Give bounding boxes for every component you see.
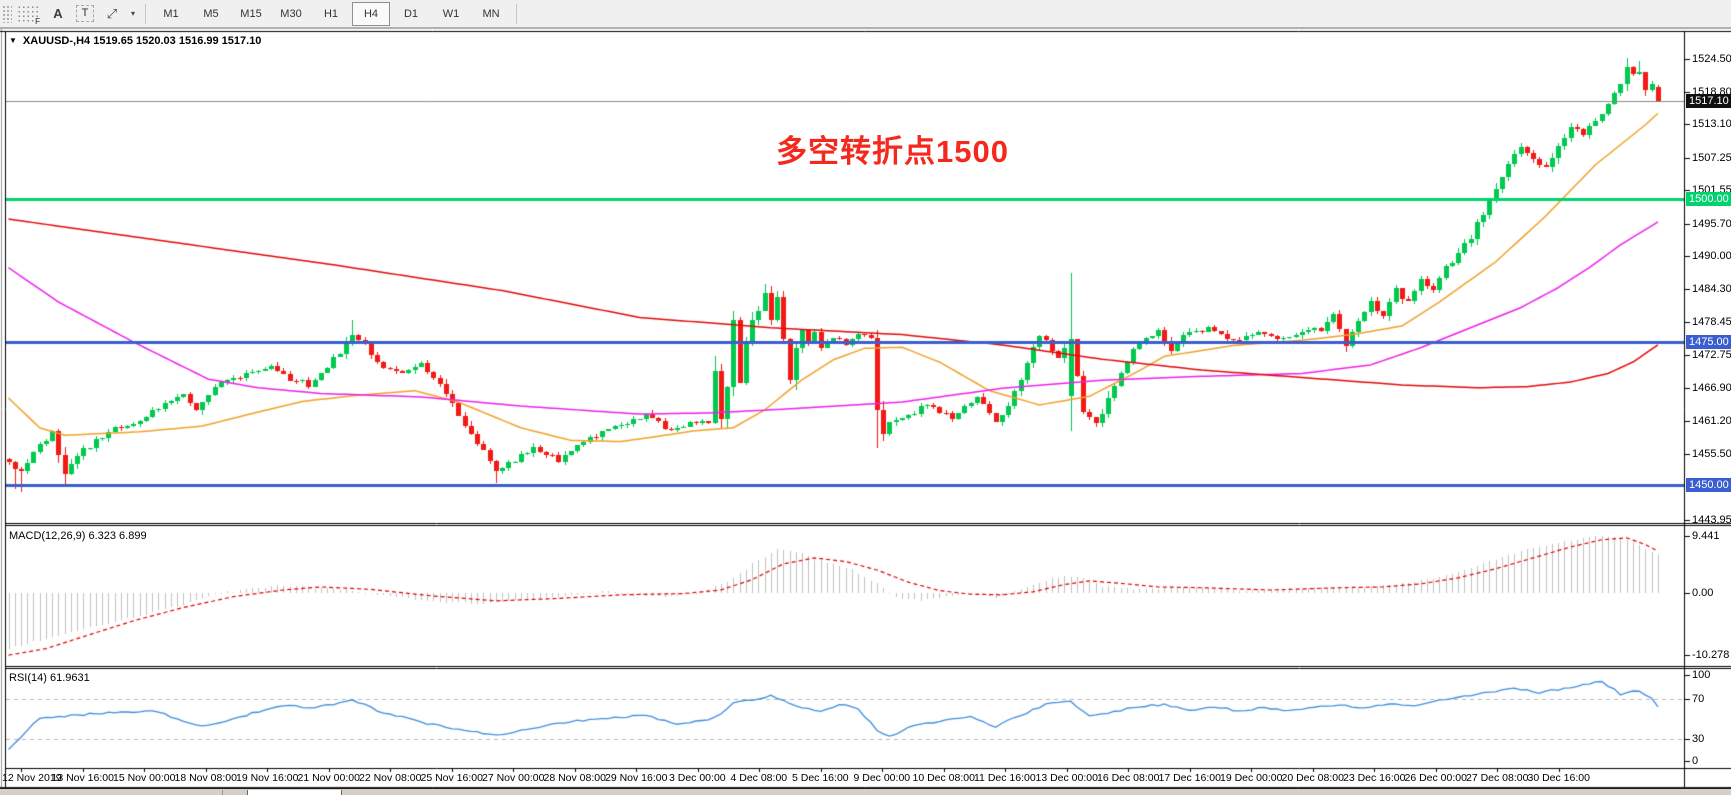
price-tick-label: 1484.30 xyxy=(1692,282,1731,295)
macd-indicator-label: MACD(12,26,9) 6.323 6.899 xyxy=(9,530,147,542)
chart-tab-active[interactable] xyxy=(247,790,342,795)
time-tick-label: 19 Nov 16:00 xyxy=(236,772,299,784)
price-tick-label: 1461.20 xyxy=(1692,414,1731,427)
time-tick-label: 13 Dec 00:00 xyxy=(1035,772,1098,784)
price-box-level-1475: 1475.00 xyxy=(1686,335,1731,349)
price-tick-label: 1524.50 xyxy=(1692,53,1731,65)
rsi-scale-label: 100 xyxy=(1692,669,1711,681)
time-tick-label: 29 Nov 16:00 xyxy=(605,772,668,784)
price-tick-label: 1478.45 xyxy=(1692,316,1731,329)
price-tick-label: 1513.10 xyxy=(1692,118,1731,131)
time-tick-label: 9 Dec 00:00 xyxy=(853,772,911,784)
rsi-scale-label: 0 xyxy=(1692,755,1699,767)
time-tick-label: 27 Dec 08:00 xyxy=(1466,772,1529,784)
time-tick-label: 11 Dec 16:00 xyxy=(974,772,1036,784)
price-tick-label: 1443.95 xyxy=(1692,513,1731,526)
time-tick-label: 15 Nov 00:00 xyxy=(113,772,176,784)
price-tick-label: 1472.75 xyxy=(1692,348,1731,361)
rsi-scale-label: 30 xyxy=(1692,732,1705,745)
time-tick-label: 3 Dec 00:00 xyxy=(669,772,726,784)
price-tick-label: 1507.25 xyxy=(1692,151,1731,164)
tabs-bar-divider xyxy=(222,790,223,795)
time-tick-label: 26 Dec 00:00 xyxy=(1404,772,1467,784)
time-tick-label: 17 Dec 16:00 xyxy=(1158,772,1221,784)
time-tick-label: 5 Dec 16:00 xyxy=(792,772,849,784)
price-box-current-price: 1517.10 xyxy=(1686,94,1731,108)
time-tick-label: 12 Nov 2019 xyxy=(2,772,62,784)
time-tick-label: 19 Dec 00:00 xyxy=(1220,772,1283,784)
time-tick-label: 27 Nov 00:00 xyxy=(482,772,545,784)
price-tick-label: 1455.50 xyxy=(1692,447,1731,460)
time-tick-label: 21 Nov 00:00 xyxy=(297,772,360,784)
symbol-ohlc-line: ▼ XAUUSD-,H4 1519.65 1520.03 1516.99 151… xyxy=(9,35,261,47)
time-tick-label: 22 Nov 08:00 xyxy=(359,772,422,784)
price-tick-label: 1495.70 xyxy=(1692,217,1731,230)
macd-scale-label: 9.441 xyxy=(1692,529,1720,542)
symbol-dropdown-icon[interactable]: ▼ xyxy=(9,36,17,45)
chart-annotation-text[interactable]: 多空转折点1500 xyxy=(776,134,1009,169)
price-tick-label: 1466.90 xyxy=(1692,382,1731,395)
rsi-scale-label: 70 xyxy=(1692,692,1705,705)
time-tick-label: 4 Dec 08:00 xyxy=(730,772,788,784)
rsi-indicator-label: RSI(14) 61.9631 xyxy=(9,672,90,684)
time-tick-label: 13 Nov 16:00 xyxy=(51,772,114,784)
time-tick-label: 18 Nov 08:00 xyxy=(174,772,237,784)
price-box-level-1450: 1450.00 xyxy=(1686,478,1731,492)
time-tick-label: 25 Nov 16:00 xyxy=(420,772,483,784)
macd-scale-label: 0.00 xyxy=(1692,587,1714,599)
time-tick-label: 20 Dec 08:00 xyxy=(1281,772,1344,784)
symbol-ohlc-text: XAUUSD-,H4 1519.65 1520.03 1516.99 1517.… xyxy=(22,35,262,47)
time-tick-label: 16 Dec 08:00 xyxy=(1097,772,1160,784)
time-tick-label: 28 Nov 08:00 xyxy=(543,772,606,784)
price-box-level-1500: 1500.00 xyxy=(1686,192,1731,206)
price-tick-label: 1490.00 xyxy=(1692,250,1731,263)
chart-tabs-bar xyxy=(0,788,1731,795)
time-tick-label: 23 Dec 16:00 xyxy=(1343,772,1406,784)
time-tick-label: 30 Dec 16:00 xyxy=(1527,772,1590,784)
macd-scale-label: -10.278 xyxy=(1692,649,1730,662)
time-tick-label: 10 Dec 08:00 xyxy=(912,772,975,784)
